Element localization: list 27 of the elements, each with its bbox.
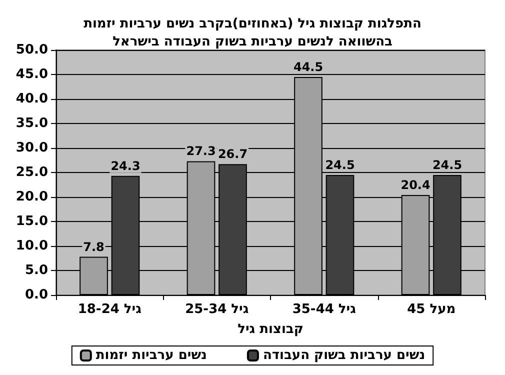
- y-tick-label: 30.0: [16, 140, 48, 156]
- data-label: 24.5: [432, 158, 462, 172]
- x-tick-label: גיל 18-24: [78, 302, 142, 317]
- x-axis-title: קבוצות גיל: [238, 322, 304, 337]
- y-tick-label: 40.0: [16, 92, 48, 106]
- data-label: 24.5: [325, 158, 355, 172]
- y-tick-label: 20.0: [16, 190, 48, 204]
- x-tick-label: גיל 35-44: [292, 302, 356, 317]
- y-tick-label: 5.0: [24, 263, 48, 278]
- data-label: 7.8: [83, 240, 104, 254]
- y-tick-label: 15.0: [16, 214, 48, 229]
- y-tick-label: 0.0: [24, 288, 48, 302]
- y-tick-label: 50.0: [16, 42, 48, 58]
- x-tick-label: מעל 45: [407, 302, 456, 317]
- data-label: 24.3: [110, 158, 140, 173]
- y-tick-label: 35.0: [16, 116, 48, 131]
- chart-title: התפלגות קבוצות גיל (באחוזים)בקרב נשים ערביות יזמות בהשוואה לנשים ערביות בשוק העבודה בישראל: [84, 16, 422, 50]
- data-label: 27.3: [186, 144, 216, 158]
- y-tick-label: 25.0: [16, 165, 48, 180]
- y-tick-label: 45.0: [16, 67, 48, 82]
- data-label: 26.7: [218, 147, 248, 162]
- x-tick-label: גיל 25-34: [185, 302, 249, 317]
- y-tick-label: 10.0: [16, 238, 48, 254]
- legend-label: נשים ערביות בשוק העבודה: [262, 348, 426, 363]
- data-label: 20.4: [400, 178, 430, 192]
- data-label: 44.5: [293, 60, 324, 74]
- legend-label: נשים ערביות יזמות: [96, 348, 207, 363]
